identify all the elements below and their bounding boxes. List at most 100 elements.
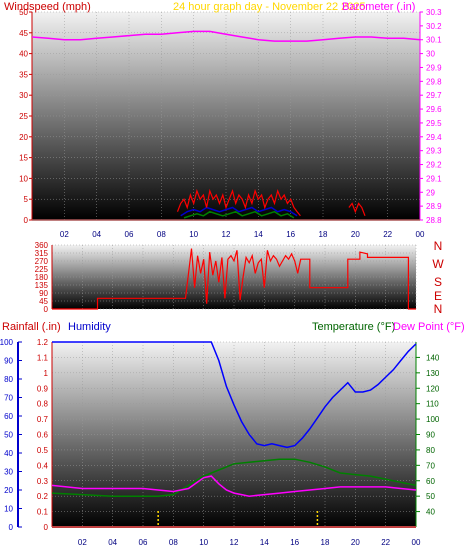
temperature-axis-title: Temperature (°F) — [312, 321, 395, 333]
direction-tick-label: 315 — [35, 249, 49, 258]
hour-tick-label: 16 — [286, 230, 295, 239]
windspeed-tick-label: 35 — [19, 70, 28, 79]
wind-gust-late-line — [348, 202, 366, 217]
barometer-line — [31, 30, 421, 42]
windspeed-tick-label: 40 — [19, 50, 28, 59]
humidity-tick-label: 60 — [4, 412, 13, 421]
barometer-tick-label: 29.2 — [426, 161, 442, 170]
hour-tick-label: 06 — [139, 538, 148, 547]
humidity-line — [52, 341, 417, 449]
windspeed-axis-title: Windspeed (mph) — [4, 1, 91, 13]
temperature-tick-label: 130 — [426, 369, 440, 378]
windspeed-tick-label: 30 — [19, 91, 28, 100]
humidity-axis-title: Humidity — [68, 321, 111, 333]
hour-tick-label: 04 — [92, 230, 101, 239]
temperature-tick-label: 50 — [426, 492, 435, 501]
temperature-line — [51, 458, 417, 497]
humidity-tick-label: 80 — [4, 375, 13, 384]
rainfall-tick-label: 1.1 — [37, 353, 49, 362]
compass-label: S — [434, 275, 442, 289]
humidity-tick-label: 40 — [4, 449, 13, 458]
barometer-tick-label: 29.6 — [426, 105, 442, 114]
windspeed-tick-label: 45 — [19, 29, 28, 38]
barometer-tick-label: 29.3 — [426, 147, 442, 156]
direction-tick-label: 180 — [35, 273, 49, 282]
direction-tick-label: 0 — [44, 305, 49, 314]
windspeed-tick-label: 0 — [24, 216, 29, 225]
hour-tick-label: 22 — [383, 230, 392, 239]
barometer-tick-label: 29.7 — [426, 91, 442, 100]
wind-gust-line — [176, 188, 301, 217]
humidity-tick-label: 100 — [0, 338, 14, 347]
humidity-tick-label: 90 — [4, 357, 13, 366]
wind-panel-background — [32, 12, 420, 220]
hour-tick-label: 08 — [157, 230, 166, 239]
windspeed-tick-label: 20 — [19, 133, 28, 142]
compass-label: E — [434, 289, 442, 303]
barometer-tick-label: 28.8 — [426, 216, 442, 225]
hour-tick-label: 16 — [290, 538, 299, 547]
hour-tick-label: 00 — [416, 230, 425, 239]
rainfall-tick-label: 0.8 — [37, 400, 49, 409]
rainfall-tick-label: 0.7 — [37, 415, 49, 424]
windspeed-tick-label: 25 — [19, 112, 28, 121]
hour-tick-label: 04 — [108, 538, 117, 547]
direction-tick-label: 90 — [39, 289, 48, 298]
direction-tick-label: 360 — [35, 241, 49, 250]
humidity-tick-label: 30 — [4, 468, 13, 477]
compass-label: N — [434, 302, 443, 316]
humidity-tick-label: 10 — [4, 505, 13, 514]
windspeed-tick-label: 15 — [19, 154, 28, 163]
rainfall-tick-label: 0.4 — [37, 461, 49, 470]
windspeed-tick-label: 5 — [24, 195, 29, 204]
hour-tick-label: 02 — [78, 538, 87, 547]
wind-average-line — [180, 206, 298, 217]
humidity-tick-label: 50 — [4, 431, 13, 440]
graph-title: 24 hour graph day - November 22 2025 — [173, 1, 366, 13]
hour-tick-label: 20 — [351, 538, 360, 547]
windspeed-tick-label: 10 — [19, 174, 28, 183]
hour-tick-label: 00 — [412, 538, 421, 547]
hour-tick-label: 12 — [230, 538, 239, 547]
rainfall-tick-label: 0.9 — [37, 384, 49, 393]
temperature-tick-label: 70 — [426, 461, 435, 470]
humidity-tick-label: 70 — [4, 394, 13, 403]
barometer-tick-label: 29.9 — [426, 63, 442, 72]
rainfall-axis-title: Rainfall (.in) — [2, 321, 61, 333]
temperature-tick-label: 100 — [426, 415, 440, 424]
hour-tick-label: 20 — [351, 230, 360, 239]
hour-tick-label: 10 — [199, 538, 208, 547]
temperature-tick-label: 120 — [426, 384, 440, 393]
temperature-tick-label: 60 — [426, 477, 435, 486]
compass-label: W — [432, 257, 444, 271]
hour-tick-label: 10 — [189, 230, 198, 239]
temperature-tick-label: 110 — [426, 400, 439, 409]
hour-tick-label: 02 — [60, 230, 69, 239]
rainfall-tick-label: 1.2 — [37, 338, 49, 347]
direction-tick-label: 45 — [39, 297, 48, 306]
rainfall-tick-label: 0 — [44, 523, 49, 532]
temperature-tick-label: 80 — [426, 446, 435, 455]
barometer-tick-label: 29.8 — [426, 77, 442, 86]
compass-label: N — [434, 239, 443, 253]
rainfall-tick-label: 0.3 — [37, 477, 49, 486]
barometer-tick-label: 30.2 — [426, 22, 442, 31]
barometer-tick-label: 28.9 — [426, 202, 442, 211]
barometer-tick-label: 29.1 — [426, 174, 442, 183]
wind-direction-line — [52, 248, 416, 310]
rainfall-tick-label: 0.2 — [37, 492, 49, 501]
humidity-tick-label: 0 — [9, 523, 14, 532]
temperature-tick-label: 40 — [426, 508, 435, 517]
rainfall-tick-label: 0.6 — [37, 431, 49, 440]
barometer-tick-label: 29.4 — [426, 133, 442, 142]
dewpoint-axis-title: Dew Point (°F) — [393, 321, 465, 333]
hour-tick-label: 06 — [125, 230, 134, 239]
hour-tick-label: 18 — [319, 230, 328, 239]
wind-low-line — [183, 210, 295, 219]
rainfall-tick-label: 0.5 — [37, 446, 49, 455]
hour-tick-label: 22 — [381, 538, 390, 547]
humidity-tick-label: 20 — [4, 486, 13, 495]
direction-tick-label: 225 — [35, 265, 49, 274]
direction-tick-label: 270 — [35, 257, 49, 266]
